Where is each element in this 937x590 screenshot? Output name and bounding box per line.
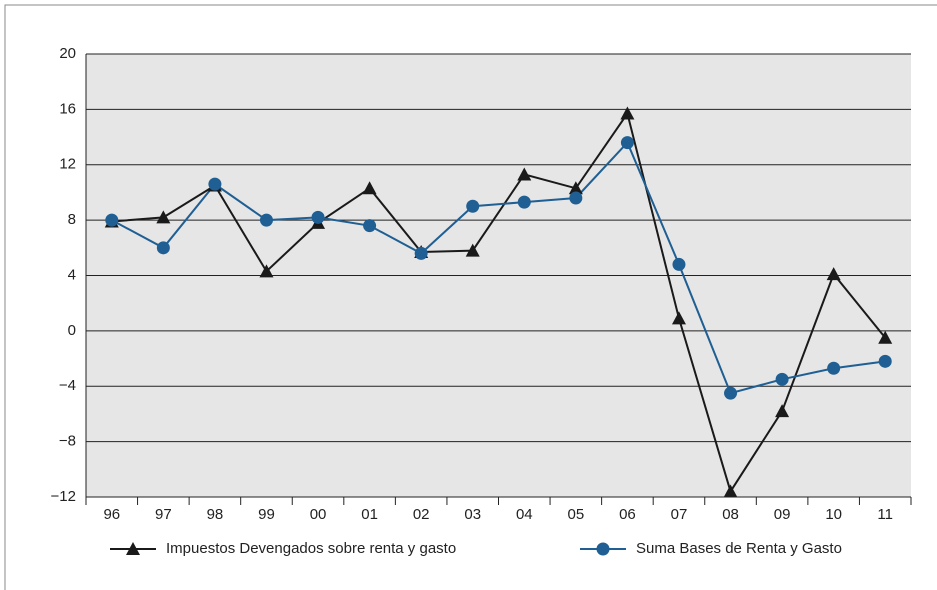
- marker: [568, 181, 583, 195]
- x-tick-label: 10: [825, 506, 842, 523]
- y-tick-label: −4: [59, 377, 76, 394]
- x-tick-label: 08: [722, 506, 739, 523]
- legend-marker: [126, 542, 140, 555]
- x-tick-label: 05: [568, 506, 585, 523]
- marker: [311, 210, 325, 224]
- frame: [4, 4, 937, 590]
- x-tick-label: 06: [619, 506, 636, 523]
- marker: [724, 386, 738, 400]
- x-tick-label: 00: [310, 506, 327, 523]
- y-tick-label: 8: [68, 211, 76, 228]
- marker: [363, 219, 377, 233]
- marker: [362, 181, 377, 195]
- marker: [156, 210, 171, 224]
- marker: [465, 243, 480, 257]
- marker: [723, 484, 738, 498]
- marker: [672, 257, 686, 271]
- marker: [517, 195, 531, 209]
- marker: [620, 136, 634, 150]
- y-tick-label: 12: [59, 156, 76, 173]
- legend-label: Suma Bases de Renta y Gasto: [636, 540, 842, 557]
- x-tick-label: 11: [877, 506, 893, 523]
- marker: [775, 404, 790, 418]
- marker: [105, 213, 119, 227]
- x-tick-label: 99: [258, 506, 275, 523]
- marker: [878, 330, 893, 344]
- x-tick-label: 02: [413, 506, 430, 523]
- legend-marker: [596, 542, 610, 556]
- marker: [414, 246, 428, 260]
- y-tick-label: 4: [68, 266, 76, 283]
- marker: [466, 199, 480, 213]
- marker: [569, 191, 583, 205]
- x-tick-label: 01: [361, 506, 378, 523]
- marker: [878, 354, 892, 368]
- x-tick-label: 98: [207, 506, 224, 523]
- marker: [517, 167, 532, 181]
- y-tick-label: 20: [59, 45, 76, 62]
- marker: [826, 267, 841, 281]
- y-tick-label: −12: [51, 488, 76, 505]
- x-tick-label: 07: [671, 506, 688, 523]
- legend-label: Impuestos Devengados sobre renta y gasto: [166, 540, 456, 557]
- series-line: [111, 140, 886, 395]
- marker: [671, 311, 686, 325]
- marker: [620, 106, 635, 120]
- series-line: [111, 111, 886, 494]
- marker: [208, 177, 222, 191]
- marker: [259, 264, 274, 278]
- x-tick-label: 04: [516, 506, 533, 523]
- marker: [156, 241, 170, 255]
- x-tick-label: 96: [103, 506, 120, 523]
- x-tick-label: 97: [155, 506, 172, 523]
- y-tick-label: 16: [59, 100, 76, 117]
- y-tick-label: 0: [68, 322, 76, 339]
- x-tick-label: 09: [774, 506, 791, 523]
- y-tick-label: −8: [59, 433, 76, 450]
- marker: [827, 361, 841, 375]
- marker: [259, 213, 273, 227]
- marker: [775, 372, 789, 386]
- x-tick-label: 03: [464, 506, 481, 523]
